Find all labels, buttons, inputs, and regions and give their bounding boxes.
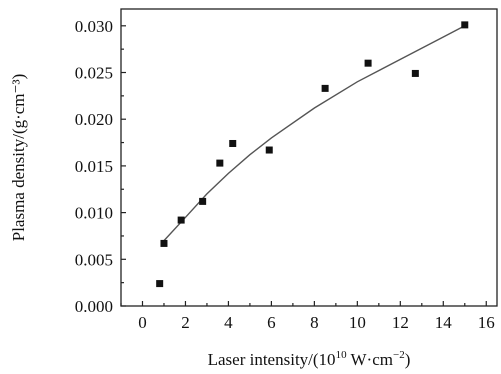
data-point: [156, 280, 164, 288]
data-point: [216, 159, 224, 167]
x-tick-label: 10: [349, 313, 366, 332]
x-tick-label: 6: [267, 313, 276, 332]
x-axis-ticks: 0 2 4 6 8 10 12 14 16: [120, 301, 495, 332]
x-tick-label: 2: [181, 313, 190, 332]
x-tick-label: 8: [310, 313, 319, 332]
plot-area: [120, 8, 498, 307]
y-axis-ticks: 0.000 0.005 0.010 0.015 0.020 0.025 0.030: [75, 17, 126, 316]
y-tick-label: 0.005: [75, 250, 113, 269]
data-point: [160, 239, 168, 247]
x-axis-title-exponent: 10: [336, 349, 348, 361]
plot-frame: [120, 8, 498, 307]
y-tick-label: 0.015: [75, 157, 113, 176]
data-point: [177, 216, 185, 224]
x-axis-title-close: ): [405, 350, 411, 369]
y-tick-label: 0.010: [75, 204, 113, 223]
x-axis-title-prefix: Laser intensity/(10: [208, 350, 336, 369]
data-point: [199, 197, 207, 205]
x-axis-title-unit: W·cm: [347, 350, 393, 369]
y-tick-label: 0.030: [75, 17, 113, 36]
data-point: [411, 69, 419, 77]
y-axis-title: Plasma density/(g·cm⁻³): [9, 74, 28, 242]
y-tick-label: 0.000: [75, 297, 113, 316]
x-tick-label: 16: [478, 313, 495, 332]
fit-curve: [163, 25, 466, 242]
x-tick-label: 4: [224, 313, 233, 332]
data-point: [364, 59, 372, 67]
x-axis-title: Laser intensity/(1010 W·cm−2): [208, 349, 411, 369]
x-tick-label: 14: [435, 313, 453, 332]
data-points: [156, 21, 469, 288]
x-tick-label: 0: [138, 313, 147, 332]
y-tick-label: 0.025: [75, 64, 113, 83]
data-point: [265, 146, 273, 154]
data-point: [461, 21, 469, 29]
y-tick-label: 0.020: [75, 110, 113, 129]
data-point: [321, 84, 329, 92]
x-tick-label: 12: [392, 313, 409, 332]
data-point: [229, 139, 237, 147]
x-axis-title-unit-exponent: −2: [393, 349, 405, 361]
